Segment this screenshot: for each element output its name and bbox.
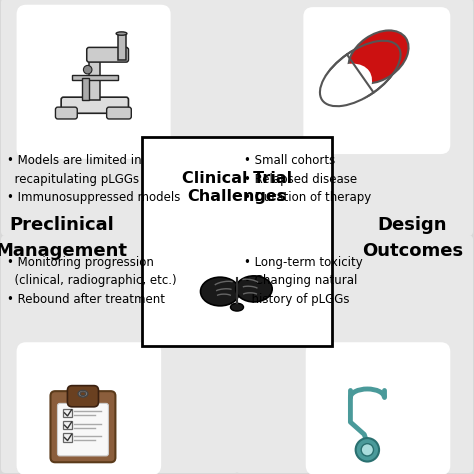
Bar — [63, 434, 72, 441]
FancyBboxPatch shape — [17, 5, 171, 159]
Circle shape — [361, 444, 374, 456]
FancyBboxPatch shape — [303, 7, 450, 154]
Ellipse shape — [230, 303, 244, 311]
FancyBboxPatch shape — [1, 235, 239, 473]
Ellipse shape — [201, 277, 239, 306]
Circle shape — [356, 438, 379, 462]
Ellipse shape — [236, 276, 272, 302]
Text: • Models are limited in
  recapitulating pLGGs
• Immunosuppressed models: • Models are limited in recapitulating p… — [7, 154, 181, 204]
Bar — [63, 421, 72, 429]
Text: • Small cohorts
• Relapsed disease
• Duration of therapy: • Small cohorts • Relapsed disease • Dur… — [244, 154, 371, 204]
Ellipse shape — [312, 64, 372, 117]
Ellipse shape — [348, 30, 409, 83]
FancyBboxPatch shape — [235, 0, 473, 236]
Bar — [72, 75, 118, 80]
Bar — [142, 137, 332, 346]
Text: Outcomes: Outcomes — [362, 242, 463, 260]
Ellipse shape — [80, 392, 86, 396]
Ellipse shape — [320, 41, 401, 106]
Bar — [89, 48, 100, 100]
FancyBboxPatch shape — [67, 386, 99, 407]
Text: • Long-term toxicity
• Changing natural
  history of pLGGs: • Long-term toxicity • Changing natural … — [244, 256, 363, 306]
FancyBboxPatch shape — [55, 107, 77, 119]
Bar — [118, 34, 126, 60]
Bar — [82, 78, 89, 100]
FancyBboxPatch shape — [87, 47, 128, 62]
FancyBboxPatch shape — [50, 391, 115, 462]
Ellipse shape — [78, 391, 88, 397]
FancyBboxPatch shape — [107, 107, 131, 119]
FancyBboxPatch shape — [17, 342, 161, 474]
Circle shape — [83, 65, 92, 74]
FancyBboxPatch shape — [57, 403, 109, 456]
Text: Design: Design — [378, 216, 447, 234]
FancyBboxPatch shape — [61, 97, 128, 113]
Text: Preclinical: Preclinical — [9, 216, 114, 234]
FancyBboxPatch shape — [306, 342, 450, 474]
Text: Clinical Trial
Challenges: Clinical Trial Challenges — [182, 171, 292, 204]
FancyBboxPatch shape — [1, 0, 239, 236]
Text: • Monitoring progression
  (clinical, radiographic, etc.)
• Rebound after treatm: • Monitoring progression (clinical, radi… — [7, 256, 177, 306]
Bar — [63, 409, 72, 417]
FancyBboxPatch shape — [235, 235, 473, 473]
Text: Management: Management — [0, 242, 128, 260]
Ellipse shape — [116, 32, 127, 35]
